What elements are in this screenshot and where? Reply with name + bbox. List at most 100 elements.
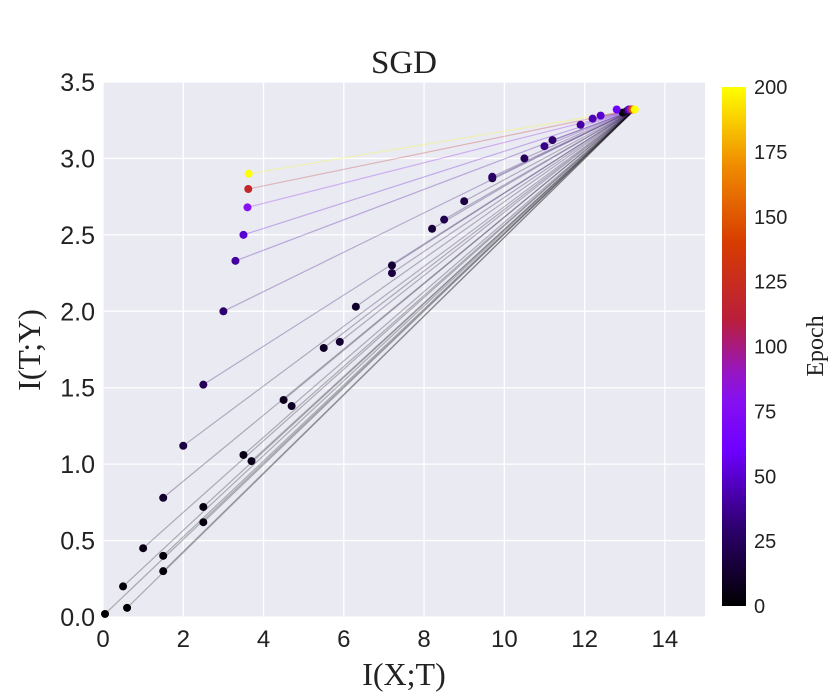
colorbar-tick-label: 25 — [754, 531, 776, 553]
data-point — [239, 230, 248, 239]
data-point — [540, 142, 549, 151]
x-tick-label: 12 — [571, 626, 598, 653]
epoch-line — [291, 109, 636, 407]
data-point — [387, 269, 396, 278]
epoch-line — [142, 109, 636, 549]
epoch-line — [243, 108, 635, 236]
x-tick-label: 10 — [491, 626, 518, 653]
colorbar-tick-label: 175 — [754, 142, 787, 164]
data-point — [576, 120, 585, 129]
epoch-line — [247, 108, 635, 208]
epoch-line — [391, 109, 636, 266]
y-tick-label: 2.5 — [60, 222, 95, 250]
epoch-line — [248, 108, 635, 190]
colorbar-tick-label: 75 — [754, 401, 776, 423]
epoch-line — [524, 108, 636, 159]
data-point — [244, 169, 253, 178]
colorbar-tick-label: 200 — [754, 77, 787, 99]
plot-area — [103, 82, 705, 617]
epoch-line — [162, 109, 636, 557]
epoch-line — [283, 109, 636, 401]
data-point — [630, 105, 639, 114]
x-axis-label: I(X;T) — [362, 656, 446, 692]
x-tick-label: 6 — [337, 626, 350, 653]
epoch-line — [202, 109, 636, 523]
data-point — [440, 215, 449, 224]
colorbar-tick-label: 50 — [754, 466, 776, 488]
data-point — [612, 105, 621, 114]
data-point — [247, 457, 256, 466]
data-point — [588, 114, 597, 123]
data-point — [279, 395, 288, 404]
epoch-line — [463, 108, 636, 202]
data-point — [159, 567, 168, 576]
colorbar-tick-label: 0 — [754, 596, 765, 618]
y-tick-label: 1.5 — [60, 375, 95, 403]
data-points — [101, 105, 639, 618]
x-tick-labels: 0 2 4 6 8 10 12 14 — [96, 626, 678, 653]
data-point — [548, 136, 557, 145]
epoch-line — [544, 108, 635, 147]
x-tick-label: 0 — [96, 626, 109, 653]
epoch-line — [203, 109, 636, 386]
data-point — [123, 603, 132, 612]
data-point — [199, 502, 208, 511]
y-tick-label: 1.0 — [60, 451, 95, 479]
x-tick-label: 2 — [177, 626, 190, 653]
colorbar — [722, 87, 746, 606]
y-tick-labels: 0.0 0.5 1.0 1.5 2.0 2.5 3.0 3.5 — [60, 69, 95, 632]
data-point — [319, 343, 328, 352]
epoch-line — [202, 109, 636, 508]
epoch-line — [431, 108, 636, 230]
epoch-line — [355, 109, 636, 308]
data-point — [231, 256, 240, 265]
epoch-line — [126, 109, 636, 609]
epoch-line — [122, 109, 636, 587]
y-tick-label: 0.5 — [60, 528, 95, 556]
data-point — [520, 154, 529, 163]
epoch-line — [339, 109, 636, 343]
data-point — [488, 172, 497, 181]
x-tick-label: 14 — [652, 626, 679, 653]
epoch-line — [391, 109, 636, 274]
epoch-line — [243, 109, 636, 456]
data-point — [159, 551, 168, 560]
data-point — [460, 197, 469, 206]
data-point — [335, 337, 344, 346]
x-tick-label: 8 — [417, 626, 430, 653]
data-point — [596, 111, 605, 120]
epoch-line — [251, 109, 636, 462]
epoch-line — [104, 109, 636, 615]
data-point — [239, 450, 248, 459]
epoch-line — [443, 108, 636, 221]
epoch-line — [235, 108, 635, 262]
epoch-lines — [104, 108, 636, 615]
x-tick-label: 4 — [257, 626, 270, 653]
data-point — [179, 441, 188, 450]
data-point — [351, 302, 360, 311]
data-point — [101, 609, 110, 618]
colorbar-tick-label: 150 — [754, 207, 787, 229]
y-tick-label: 0.0 — [60, 604, 95, 632]
data-point — [119, 582, 128, 591]
data-point — [139, 544, 148, 553]
data-point — [287, 402, 296, 411]
epoch-line — [323, 109, 636, 349]
data-point — [244, 185, 253, 193]
data-point — [199, 380, 208, 389]
y-tick-label: 2.0 — [60, 298, 95, 326]
epoch-line — [162, 109, 636, 499]
epoch-line — [182, 109, 636, 447]
data-point — [387, 261, 396, 270]
data-point — [243, 203, 252, 212]
colorbar-label: Epoch — [803, 315, 829, 376]
epoch-line — [492, 108, 636, 178]
data-point — [199, 518, 208, 527]
epoch-line — [223, 108, 636, 312]
y-tick-label: 3.0 — [60, 145, 95, 173]
colorbar-tick-label: 125 — [754, 272, 787, 294]
data-point — [159, 493, 168, 502]
colorbar-tick-label: 100 — [754, 337, 787, 359]
data-point — [219, 307, 228, 316]
